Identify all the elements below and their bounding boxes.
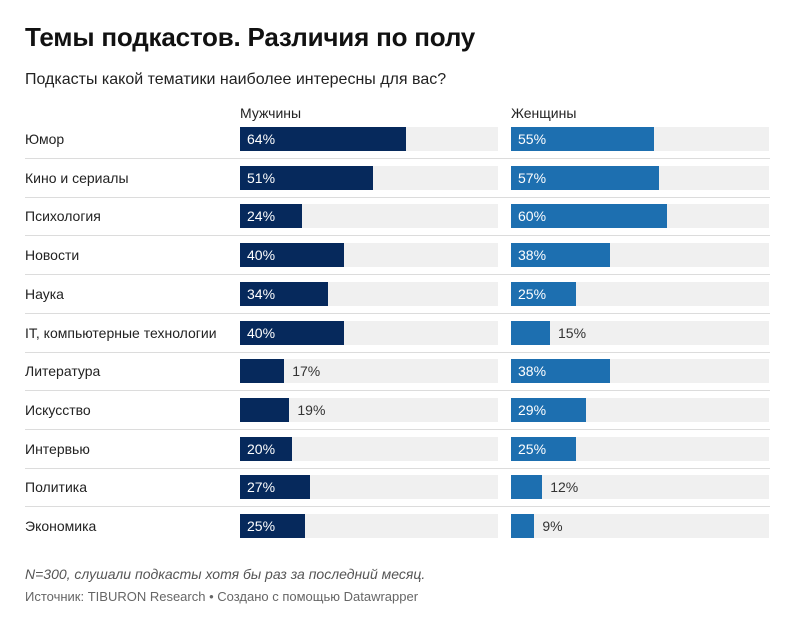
- bar-women: [511, 436, 576, 461]
- value-label: 12%: [550, 479, 579, 496]
- category-label: Искусство: [25, 401, 91, 418]
- category-label: Психология: [25, 208, 101, 225]
- chart-subtitle: Подкасты какой тематики наиболее интерес…: [25, 71, 447, 88]
- value-label: 15%: [558, 324, 587, 341]
- bar-track: [511, 514, 769, 538]
- bar-women: [511, 281, 576, 306]
- value-label: 20%: [247, 440, 276, 457]
- value-label: 34%: [247, 285, 276, 302]
- bar-women: [511, 359, 610, 384]
- bar-men: [240, 204, 303, 229]
- bar-men: [240, 320, 344, 345]
- bar-men: [240, 127, 407, 151]
- series-header-women: Женщины: [511, 105, 577, 121]
- bar-women: [511, 243, 610, 268]
- row-separator: [25, 390, 770, 392]
- row-separator: [25, 274, 770, 276]
- bar-women: [511, 475, 543, 500]
- value-label: 38%: [518, 363, 547, 380]
- bar-women: [511, 165, 660, 190]
- category-label: Политика: [25, 479, 87, 496]
- value-label: 17%: [292, 363, 321, 380]
- value-label: 38%: [518, 247, 547, 264]
- chart-title: Темы подкастов. Различия по полу: [25, 22, 476, 52]
- bar-men: [240, 475, 311, 500]
- row-separator: [25, 196, 770, 198]
- row-separator: [25, 312, 770, 314]
- value-label: 60%: [518, 208, 547, 225]
- bar-men: [240, 165, 373, 190]
- value-label: 64%: [247, 131, 276, 147]
- bar-men: [240, 281, 329, 306]
- bar-men: [240, 359, 285, 384]
- value-label: 25%: [518, 285, 547, 302]
- category-label: Наука: [25, 285, 64, 302]
- value-label: 51%: [247, 169, 276, 186]
- value-label: 9%: [542, 518, 563, 534]
- bar-men: [240, 436, 292, 461]
- category-label: Интервью: [25, 440, 90, 457]
- category-label: Литература: [25, 363, 101, 380]
- bar-men: [240, 397, 290, 422]
- bar-track: [511, 475, 769, 500]
- value-label: 40%: [247, 247, 276, 264]
- value-label: 55%: [518, 131, 547, 147]
- category-label: Юмор: [25, 131, 65, 147]
- series-header-men: Мужчины: [240, 105, 302, 121]
- category-label: Экономика: [25, 518, 97, 534]
- value-label: 27%: [247, 479, 276, 496]
- value-label: 40%: [247, 324, 276, 341]
- bar-women: [511, 204, 667, 229]
- row-separator: [25, 235, 770, 237]
- bar-women: [511, 514, 535, 538]
- chart-note: N=300, слушали подкасты хотя бы раз за п…: [25, 566, 426, 582]
- chart-source: Источник: TIBURON Research • Создано с п…: [25, 589, 419, 604]
- value-label: 25%: [518, 440, 547, 457]
- bar-women: [511, 320, 550, 345]
- category-label: IT, компьютерные технологии: [25, 324, 217, 341]
- value-label: 19%: [297, 401, 326, 418]
- row-separator: [25, 351, 770, 353]
- bar-women: [511, 397, 587, 422]
- category-label: Новости: [25, 247, 80, 264]
- row-separator: [25, 158, 770, 159]
- value-label: 25%: [247, 518, 276, 534]
- value-label: 29%: [518, 401, 547, 418]
- bar-women: [511, 127, 654, 151]
- value-label: 24%: [247, 208, 276, 225]
- row-separator: [25, 506, 770, 508]
- category-label: Кино и сериалы: [25, 169, 129, 186]
- row-separator: [25, 467, 770, 469]
- bar-men: [240, 243, 344, 268]
- value-label: 57%: [518, 169, 547, 186]
- bar-track: [511, 320, 769, 345]
- row-separator: [25, 428, 770, 430]
- bar-men: [240, 514, 305, 538]
